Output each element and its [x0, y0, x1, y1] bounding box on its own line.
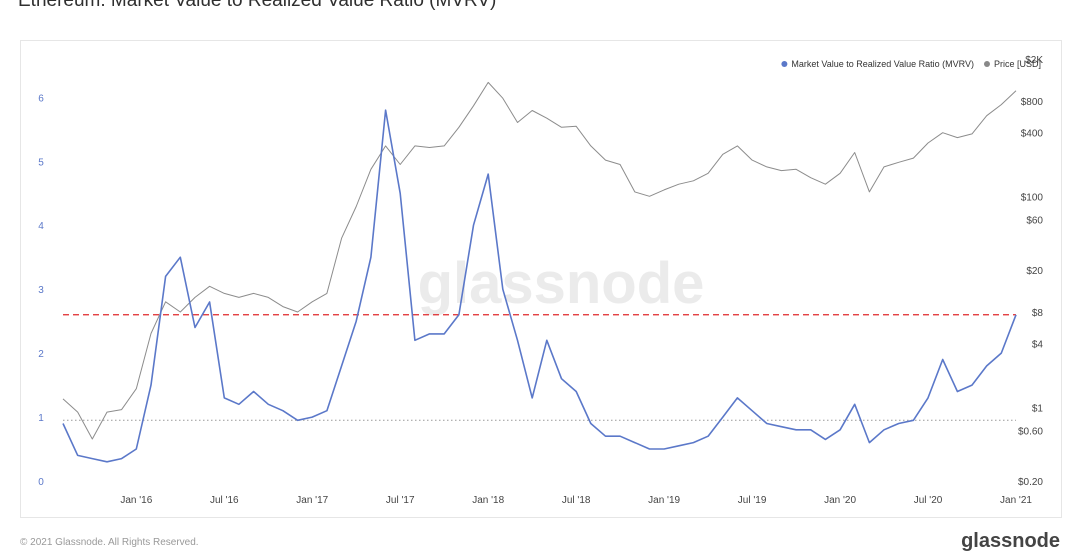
y-left-axis: 0 1 2 3 4 5 6 [38, 93, 44, 488]
y-left-tick-label: 2 [38, 349, 44, 360]
watermark: glassnode [418, 251, 705, 316]
y-right-tick-label: $2K [1025, 55, 1043, 66]
y-right-axis: $0.20 $0.60 $1 $4 $8 $20 $60 $100 $400 $800 $2K [1018, 55, 1043, 488]
x-tick-label: Jul '18 [562, 495, 591, 506]
y-right-tick-label: $100 [1021, 192, 1044, 203]
x-tick-label: Jul '16 [210, 495, 239, 506]
x-tick-label: Jan '18 [472, 495, 504, 506]
y-right-tick-label: $1 [1032, 403, 1044, 414]
y-left-tick-label: 3 [38, 285, 44, 296]
y-right-tick-label: $4 [1032, 340, 1044, 351]
y-right-tick-label: $60 [1026, 216, 1043, 227]
y-left-tick-label: 1 [38, 413, 44, 424]
mvrv-series-line [62, 109, 1017, 463]
legend-marker [983, 61, 990, 67]
chart-panel: glassnode 0 1 2 3 4 5 6 $0.20 $0.60 $1 $4 $8 $20 $60… [20, 40, 1062, 518]
legend-label: Price [USD] [994, 59, 1041, 69]
brand-logo: glassnode [961, 530, 1060, 552]
x-tick-label: Jul '20 [914, 495, 943, 506]
legend-item[interactable]: Market Value to Realized Value Ratio (MV… [781, 59, 974, 69]
x-tick-label: Jan '17 [296, 495, 328, 506]
copyright: © 2021 Glassnode. All Rights Reserved. [20, 537, 199, 548]
x-tick-label: Jan '19 [648, 495, 680, 506]
y-right-tick-label: $0.20 [1018, 477, 1043, 488]
mvrv-chart: glassnode 0 1 2 3 4 5 6 $0.20 $0.60 $1 $4 $8 $20 $60… [38, 55, 1043, 506]
y-right-tick-label: $20 [1026, 266, 1043, 277]
page-title: Ethereum: Market Value to Realized Value… [18, 0, 497, 11]
x-tick-label: Jul '19 [738, 495, 767, 506]
legend[interactable]: Price [USD] Market Value to Realized Valu… [781, 59, 1041, 69]
y-right-tick-label: $400 [1021, 129, 1044, 140]
legend-item[interactable]: Price [USD] [983, 59, 1041, 69]
x-tick-label: Jan '16 [120, 495, 152, 506]
reference-lines [63, 314, 1016, 421]
y-left-tick-label: 5 [38, 157, 44, 168]
x-tick-label: Jan '20 [824, 495, 856, 506]
legend-label: Market Value to Realized Value Ratio (MV… [791, 59, 974, 69]
y-left-tick-label: 0 [38, 477, 44, 488]
price-series-line [62, 81, 1017, 440]
y-left-tick-label: 6 [38, 93, 44, 104]
legend-marker [781, 61, 788, 67]
x-axis: Jan '16 Jul '16 Jan '17 Jul '17 Jan '18 Jul '… [120, 495, 1032, 506]
y-left-tick-label: 4 [38, 221, 44, 232]
x-tick-label: Jan '21 [1000, 495, 1032, 506]
y-right-tick-label: $8 [1032, 308, 1044, 319]
series-layer [62, 81, 1017, 463]
x-tick-label: Jul '17 [386, 495, 415, 506]
y-right-tick-label: $0.60 [1018, 427, 1043, 438]
y-right-tick-label: $800 [1021, 97, 1044, 108]
